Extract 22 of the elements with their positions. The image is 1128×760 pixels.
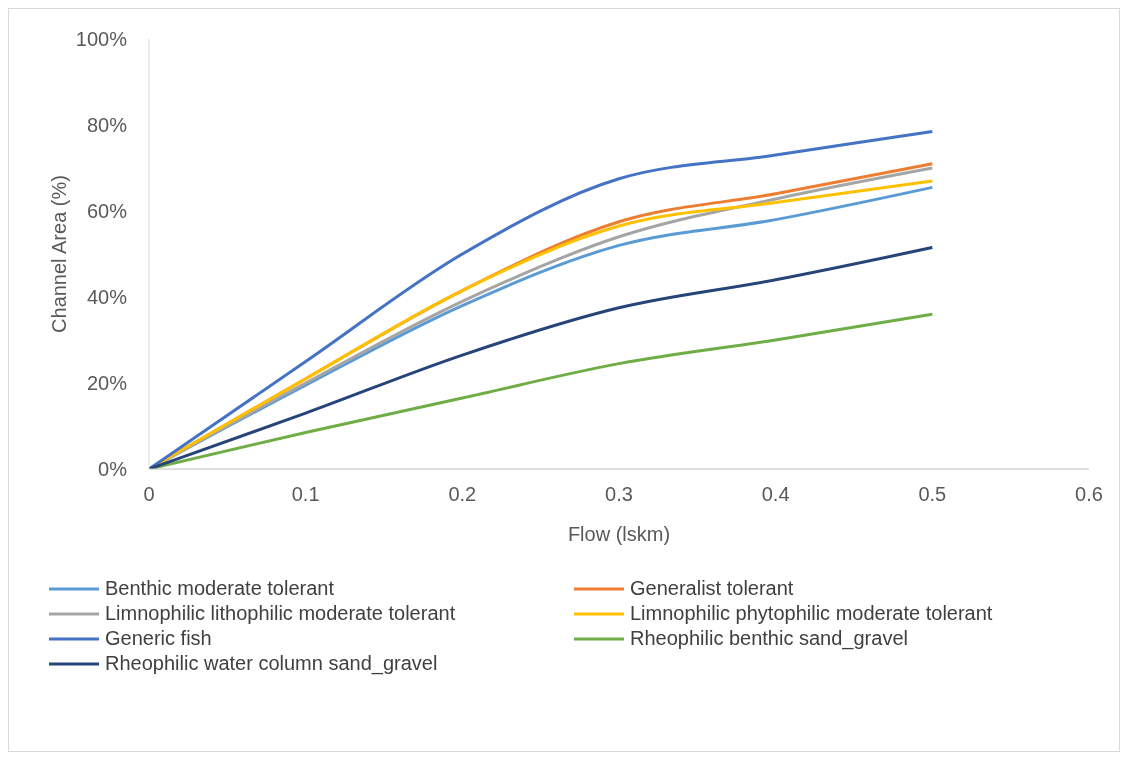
x-tick-label: 0.2 — [448, 483, 477, 506]
y-tick-label: 100% — [75, 28, 128, 51]
x-tick-label: 0 — [143, 483, 155, 506]
y-tick-label: 0% — [98, 458, 128, 481]
x-tick-label: 0.4 — [761, 483, 790, 506]
y-tick-label: 40% — [86, 286, 128, 309]
legend-label: Generic fish — [105, 627, 212, 650]
legend-label: Benthic moderate tolerant — [105, 577, 335, 600]
legend-label: Limnophilic phytophilic moderate tolerant — [630, 602, 993, 625]
y-tick-label: 20% — [86, 372, 128, 395]
x-tick-label: 0.1 — [291, 483, 320, 506]
legend-label: Generalist tolerant — [630, 577, 794, 600]
legend-label: Rheophilic benthic sand_gravel — [630, 627, 908, 650]
legend-label: Rheophilic water column sand_gravel — [105, 652, 438, 675]
x-axis-title: Flow (lskm) — [567, 523, 671, 545]
y-axis-title: Channel Area (%) — [48, 175, 71, 333]
legend-label: Limnophilic lithophilic moderate tolerant — [105, 602, 456, 625]
x-tick-label: 0.5 — [918, 483, 947, 506]
x-tick-label: 0.6 — [1075, 483, 1103, 506]
x-tick-label: 0.3 — [605, 483, 633, 506]
y-tick-label: 80% — [86, 114, 128, 137]
y-tick-label: 60% — [86, 200, 128, 223]
